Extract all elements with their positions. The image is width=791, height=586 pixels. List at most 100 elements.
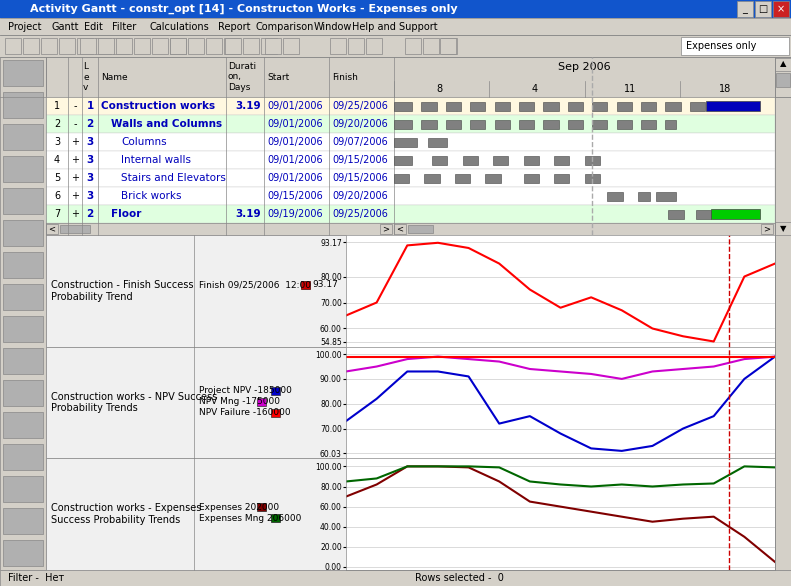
Text: +: + bbox=[71, 137, 79, 147]
Text: ×: × bbox=[777, 4, 785, 14]
Text: 4: 4 bbox=[54, 155, 60, 165]
Text: 3: 3 bbox=[86, 137, 93, 147]
Text: Comparison: Comparison bbox=[256, 22, 314, 32]
Bar bbox=[0, 18, 791, 35]
Bar bbox=[519, 120, 534, 128]
Bar bbox=[3, 348, 43, 374]
Text: <: < bbox=[48, 224, 55, 233]
Bar bbox=[585, 155, 600, 165]
Text: +: + bbox=[71, 191, 79, 201]
Bar bbox=[3, 60, 43, 86]
Bar bbox=[3, 412, 43, 438]
Bar bbox=[60, 225, 90, 233]
Bar bbox=[3, 220, 43, 246]
Text: Construction works - Expenses
Success Probability Trends: Construction works - Expenses Success Pr… bbox=[51, 503, 202, 525]
Bar bbox=[696, 210, 711, 219]
Text: Start: Start bbox=[267, 73, 290, 81]
Bar bbox=[80, 38, 96, 54]
Text: □: □ bbox=[759, 4, 767, 14]
Bar bbox=[394, 155, 412, 165]
Bar bbox=[668, 210, 683, 219]
Text: -: - bbox=[74, 119, 77, 129]
Text: 09/20/2006: 09/20/2006 bbox=[332, 119, 388, 129]
Text: <: < bbox=[396, 224, 403, 233]
Bar bbox=[711, 209, 760, 219]
Text: 3: 3 bbox=[86, 155, 93, 165]
Bar bbox=[301, 281, 310, 289]
Bar bbox=[283, 38, 299, 54]
Bar bbox=[494, 101, 510, 111]
Bar bbox=[493, 155, 509, 165]
Bar bbox=[554, 155, 570, 165]
Text: Project: Project bbox=[8, 22, 41, 32]
Bar bbox=[592, 120, 607, 128]
Text: >: > bbox=[763, 224, 770, 233]
Text: 2: 2 bbox=[54, 119, 60, 129]
Text: Expenses Mng 206000: Expenses Mng 206000 bbox=[199, 514, 301, 523]
Text: Construction works: Construction works bbox=[101, 101, 215, 111]
Bar bbox=[23, 38, 39, 54]
Text: NPV Failure -160000: NPV Failure -160000 bbox=[199, 408, 290, 417]
Bar bbox=[46, 187, 775, 205]
Text: 09/01/2006: 09/01/2006 bbox=[267, 119, 323, 129]
Bar bbox=[690, 101, 705, 111]
Text: Filter: Filter bbox=[112, 22, 136, 32]
Text: Construction works - NPV Success
Probability Trends: Construction works - NPV Success Probabi… bbox=[51, 391, 218, 413]
Bar bbox=[441, 38, 457, 54]
Bar bbox=[206, 38, 222, 54]
Text: 2: 2 bbox=[86, 209, 93, 219]
Text: Project NPV -185000: Project NPV -185000 bbox=[199, 386, 292, 395]
Bar bbox=[470, 120, 486, 128]
Text: Sep 2006: Sep 2006 bbox=[558, 62, 611, 72]
Text: 09/01/2006: 09/01/2006 bbox=[267, 101, 323, 111]
Text: Construction - Finish Success
Probability Trend: Construction - Finish Success Probabilit… bbox=[51, 280, 194, 302]
Text: NPV Mng -175000: NPV Mng -175000 bbox=[199, 397, 280, 406]
Bar bbox=[446, 120, 461, 128]
Bar bbox=[394, 101, 412, 111]
Bar bbox=[271, 408, 279, 417]
Text: L
e
v: L e v bbox=[83, 62, 89, 92]
Bar bbox=[394, 120, 412, 128]
Text: Floor: Floor bbox=[111, 209, 142, 219]
Bar bbox=[773, 1, 789, 17]
Bar bbox=[170, 38, 186, 54]
Bar bbox=[568, 101, 583, 111]
Bar bbox=[77, 38, 93, 54]
Bar bbox=[405, 38, 421, 54]
Text: 1: 1 bbox=[86, 101, 93, 111]
Text: 09/20/2006: 09/20/2006 bbox=[332, 191, 388, 201]
Text: 1: 1 bbox=[54, 101, 60, 111]
Bar bbox=[98, 38, 114, 54]
Bar bbox=[455, 173, 470, 182]
Bar bbox=[46, 169, 775, 187]
Bar bbox=[432, 155, 448, 165]
Bar bbox=[616, 120, 632, 128]
Text: 09/15/2006: 09/15/2006 bbox=[267, 191, 323, 201]
Bar bbox=[592, 101, 607, 111]
Bar bbox=[152, 38, 168, 54]
Text: Walls and Columns: Walls and Columns bbox=[111, 119, 222, 129]
Bar bbox=[0, 570, 791, 586]
Bar bbox=[422, 101, 437, 111]
Bar bbox=[261, 38, 277, 54]
Bar bbox=[46, 97, 775, 115]
Bar bbox=[607, 192, 623, 200]
Text: 5: 5 bbox=[54, 173, 60, 183]
Bar bbox=[706, 101, 760, 111]
Bar bbox=[59, 38, 75, 54]
Bar bbox=[737, 1, 753, 17]
Bar bbox=[470, 101, 486, 111]
Bar bbox=[776, 73, 790, 87]
Bar bbox=[271, 387, 279, 394]
Bar bbox=[775, 57, 791, 570]
Text: Gantt: Gantt bbox=[51, 22, 78, 32]
Text: Brick works: Brick works bbox=[121, 191, 181, 201]
Bar bbox=[46, 205, 775, 223]
Text: Report: Report bbox=[218, 22, 251, 32]
Text: 09/15/2006: 09/15/2006 bbox=[332, 173, 388, 183]
Bar bbox=[3, 124, 43, 150]
Bar bbox=[681, 37, 789, 55]
Text: 09/01/2006: 09/01/2006 bbox=[267, 173, 323, 183]
Bar bbox=[440, 38, 456, 54]
Bar bbox=[3, 92, 43, 118]
